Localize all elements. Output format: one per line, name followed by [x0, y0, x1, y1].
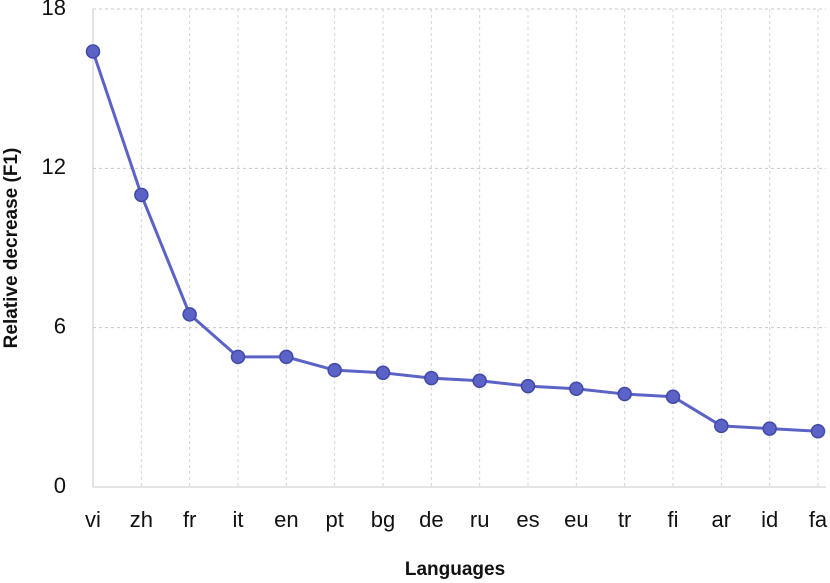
x-tick-label: es: [516, 507, 539, 532]
data-point: [134, 187, 149, 203]
data-point: [810, 423, 826, 439]
data-point: [375, 365, 391, 381]
data-point: [665, 389, 681, 404]
data-point: [424, 370, 439, 386]
x-tick-label: ru: [470, 507, 490, 532]
data-point: [762, 421, 777, 436]
y-axis-title: Relative decrease (F1): [1, 148, 22, 349]
data-point: [327, 362, 342, 378]
data-point: [714, 418, 729, 434]
x-tick-label: id: [761, 507, 778, 532]
data-point: [85, 44, 101, 59]
x-tick-label: ar: [712, 507, 732, 532]
x-tick-label: fa: [809, 507, 828, 532]
x-tick-label: de: [419, 507, 443, 532]
x-tick-label: fr: [183, 507, 196, 532]
data-point: [230, 349, 246, 365]
x-tick-label: fi: [668, 507, 679, 532]
x-tick-label: eu: [564, 507, 588, 532]
x-axis-title: Languages: [405, 559, 505, 580]
x-tick-label: bg: [371, 507, 395, 532]
y-tick-label: 18: [42, 0, 66, 20]
x-tick-label: it: [233, 507, 244, 532]
x-tick-label: pt: [325, 507, 343, 532]
data-point: [182, 307, 197, 322]
data-point: [569, 381, 584, 396]
x-tick-label: vi: [85, 507, 101, 532]
data-point: [472, 373, 487, 389]
x-tick-label: tr: [618, 507, 631, 532]
y-tick-label: 0: [54, 473, 66, 498]
x-tick-label: en: [274, 507, 298, 532]
y-tick-label: 6: [54, 313, 66, 338]
x-tick-label: zh: [130, 507, 153, 532]
data-point: [279, 349, 294, 365]
data-point: [617, 386, 632, 402]
data-point: [520, 378, 536, 394]
y-tick-label: 12: [42, 154, 66, 179]
data-line: [91, 51, 819, 433]
